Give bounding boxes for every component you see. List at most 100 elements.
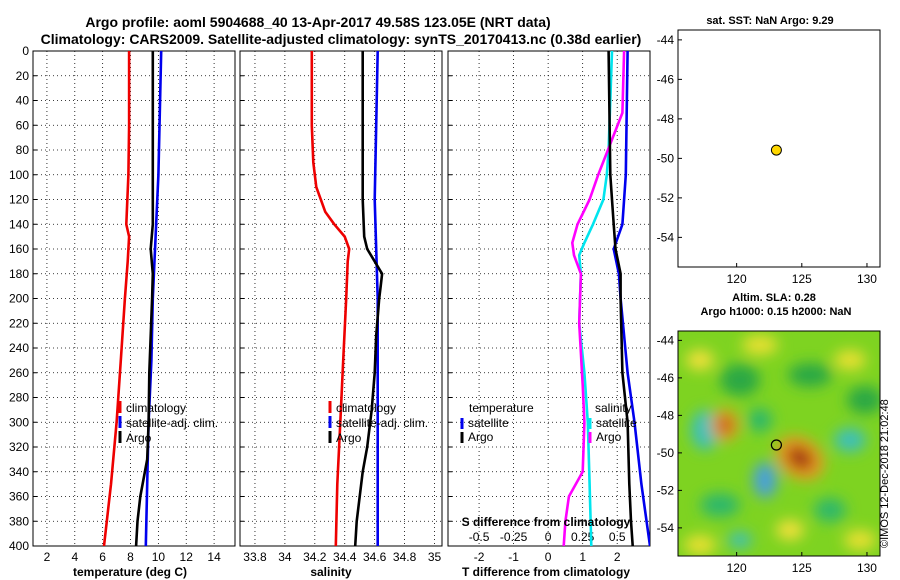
salinity-x-tick-labels: 33.8 34 34.2 34.4 34.6 34.8 35 [243,550,441,564]
depth-tick-label: 20 [16,69,30,83]
lat-tick-label: -44 [657,33,675,47]
temperature-legend: climatology satellite-adj. clim. Argo [118,401,218,445]
x-tick-label: 6 [99,550,106,564]
sla-blob-darkgreen [748,408,772,432]
legend-salinity-title: salinity [595,401,632,415]
sla-field [678,331,880,556]
sst-map-title: sat. SST: NaN Argo: 9.29 [706,15,833,27]
salinity-grid [240,50,442,547]
sla-map: Altim. SLA: 0.28 Argo h1000: 0.15 h2000:… [657,292,891,575]
depth-tick-label: 120 [9,193,29,207]
sla-map-frame [677,330,881,557]
difference-t-tick-labels: -2 -1 0 1 2 [474,550,621,564]
lat-tick-label: -48 [657,112,675,126]
x-tick-label: 8 [127,550,134,564]
difference-x-label-top: S difference from climatology [462,515,631,529]
sla-blob-darkgreen [814,498,846,522]
depth-tick-label: 0 [22,44,29,58]
lon-tick-label: 130 [857,272,877,286]
temperature-x-label: temperature (deg C) [73,565,187,579]
lon-tick-label: 120 [727,272,747,286]
sla-map-lat-labels: -44 -46 -48 -50 -52 -54 [657,333,682,535]
lat-tick-label: -44 [657,333,675,347]
depth-tick-label: 220 [9,316,29,330]
sla-blob-yellow [742,335,778,355]
lat-tick-label: -50 [657,446,675,460]
argo-location-marker [770,144,782,156]
s-difference-tick-label: 0.25 [571,530,595,544]
temperature-panel: 0 20 40 60 80 100 120 140 160 180 200 220 240 260 280 3… [9,44,236,579]
lat-tick-label: -52 [657,191,675,205]
depth-tick-label: 300 [9,415,29,429]
x-tick-label: 34.8 [393,550,417,564]
lat-tick-label: -48 [657,408,675,422]
salinity-series [310,51,384,546]
depth-tick-label: 140 [9,217,29,231]
x-tick-label: 14 [207,550,221,564]
salinity-legend-climatology: climatology [336,401,396,415]
x-tick-label: -1 [508,550,519,564]
depth-tick-label: 280 [9,391,29,405]
salinity-axes-frame [239,50,443,547]
sla-blob-red [787,446,813,470]
sla-map-title-line1: Altim. SLA: 0.28 [732,292,816,304]
x-tick-label: 10 [152,550,166,564]
depth-tick-label: 340 [9,465,29,479]
imos-timestamp: ©IMOS 12-Dec-2018 21:02:48 [879,399,891,548]
sla-map-lon-labels: 120 125 130 [727,552,877,575]
sla-blob-cyan [834,428,866,452]
sla-blob-yellow [686,350,714,370]
x-tick-label: 34.4 [333,550,357,564]
legend-temperature-satellite: satellite [468,416,509,430]
sla-blob-red [718,416,732,434]
depth-tick-label: 200 [9,292,29,306]
temperature-grid [33,50,235,547]
s-difference-tick-label: 0.5 [609,530,626,544]
x-tick-label: 34 [278,550,292,564]
sla-blobs [684,335,880,555]
depth-tick-label: 160 [9,242,29,256]
x-tick-label: 0 [545,550,552,564]
x-tick-label: 2 [614,550,621,564]
series-argo [134,51,155,546]
salinity-legend-satellite-adj: satellite-adj. clim. [336,416,428,430]
lat-tick-label: -54 [657,521,675,535]
sla-blob-darkgreen [700,493,740,517]
argo-location-marker [770,439,783,451]
legend-salinity-satellite: satellite [596,416,637,430]
sla-blob-yellow [776,520,804,540]
temperature-x-tick-labels: 2 4 6 8 10 12 14 [44,550,222,564]
temperature-depth-tick-labels: 0 20 40 60 80 100 120 140 160 180 200 220 240 260 280 3… [9,44,29,553]
s-difference-tick-label: -0.25 [500,530,528,544]
lon-tick-label: 125 [792,561,812,575]
depth-tick-label: 40 [16,94,30,108]
salinity-legend-argo: Argo [336,431,362,445]
depth-tick-label: 400 [9,539,29,553]
sst-map-lat-labels: -44 -46 -48 -50 -52 -54 [657,33,682,244]
legend-salinity-argo: Argo [596,430,622,444]
x-tick-label: 35 [428,550,442,564]
depth-tick-label: 100 [9,168,29,182]
depth-tick-label: 60 [16,118,30,132]
lon-tick-label: 120 [727,561,747,575]
difference-s-tick-labels: -0.5 -0.25 0 0.25 0.5 [469,530,626,544]
depth-tick-label: 360 [9,490,29,504]
sla-map-title-line2: Argo h1000: 0.15 h2000: NaN [700,306,851,318]
x-tick-label: 1 [579,550,586,564]
sst-map: sat. SST: NaN Argo: 9.29 -44 -46 -48 -50 -52… [657,15,881,286]
legend-temperature-argo: Argo [468,430,494,444]
figure-title-line1: Argo profile: aoml 5904688_40 13-Apr-201… [85,14,550,30]
difference-axes-frame [447,50,651,547]
sla-blob-darkgreen [788,363,832,387]
depth-tick-label: 260 [9,366,29,380]
series-t-argo [607,51,634,546]
difference-panel: -2 -1 0 1 2 -0.5 -0.25 0 0.25 0.5 T difference f… [447,50,651,579]
lon-tick-label: 125 [792,272,812,286]
temperature-axes-frame [32,50,236,547]
series-satellite-adj-clim- [373,51,380,546]
lat-tick-label: -46 [657,72,675,86]
lat-tick-label: -52 [657,483,675,497]
figure-title-line2: Climatology: CARS2009. Satellite-adjuste… [41,31,642,47]
temperature-series [102,51,163,546]
